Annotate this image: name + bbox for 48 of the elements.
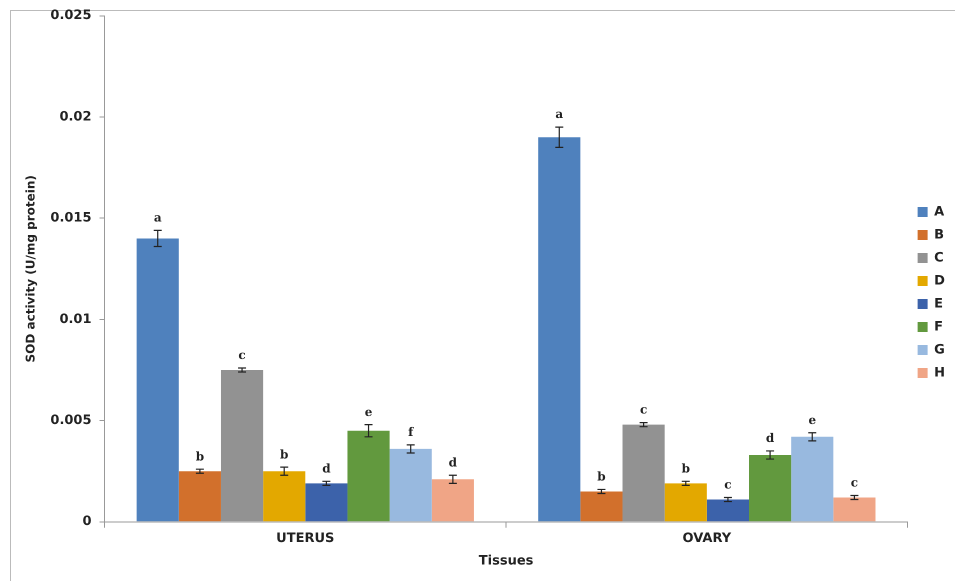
data-label: d bbox=[766, 431, 775, 446]
x-axis-title: Tissues bbox=[478, 554, 534, 569]
bar bbox=[305, 483, 348, 522]
data-label: e bbox=[808, 412, 816, 427]
y-tick-label: 0.015 bbox=[50, 210, 92, 226]
data-label: d bbox=[448, 455, 458, 470]
bar bbox=[432, 479, 474, 522]
legend-label: A bbox=[934, 204, 944, 220]
x-tick-label: UTERUS bbox=[276, 530, 334, 546]
y-tick-label: 0.01 bbox=[59, 312, 92, 327]
data-label: b bbox=[280, 447, 288, 462]
y-axis-title: SOD activity (U/mg protein) bbox=[23, 175, 38, 362]
legend-label: H bbox=[934, 365, 946, 380]
bar bbox=[706, 500, 750, 522]
bar bbox=[263, 471, 306, 522]
data-label: c bbox=[850, 476, 858, 490]
y-tick-label: 0 bbox=[82, 514, 92, 530]
bar bbox=[347, 430, 390, 522]
legend-label: G bbox=[934, 342, 945, 358]
bar bbox=[580, 491, 623, 522]
data-label: b bbox=[196, 449, 204, 464]
data-label: f bbox=[408, 425, 414, 440]
data-label: b bbox=[682, 461, 690, 476]
bar bbox=[136, 238, 179, 522]
bar bbox=[390, 448, 432, 522]
bar bbox=[538, 137, 580, 522]
legend-label: B bbox=[934, 227, 944, 242]
bar bbox=[664, 483, 707, 522]
data-label: a bbox=[555, 107, 564, 122]
legend-label: C bbox=[934, 250, 944, 266]
legend-label: F bbox=[934, 319, 944, 334]
legend-label: E bbox=[934, 296, 944, 312]
y-tick-label: 0.005 bbox=[50, 412, 92, 428]
data-label: c bbox=[640, 402, 648, 417]
data-label: a bbox=[154, 210, 162, 224]
data-label: e bbox=[364, 404, 373, 419]
bar bbox=[749, 455, 792, 522]
bar bbox=[178, 471, 221, 522]
data-label: c bbox=[238, 348, 246, 362]
legend-label: D bbox=[934, 273, 946, 288]
x-tick-label: OVARY bbox=[682, 530, 732, 546]
data-label: d bbox=[322, 461, 332, 476]
bar bbox=[833, 498, 876, 522]
bar bbox=[791, 436, 834, 522]
data-label: b bbox=[597, 470, 606, 484]
data-label: c bbox=[724, 478, 732, 492]
y-tick-label: 0.02 bbox=[59, 109, 92, 124]
y-tick-label: 0.025 bbox=[50, 8, 92, 24]
